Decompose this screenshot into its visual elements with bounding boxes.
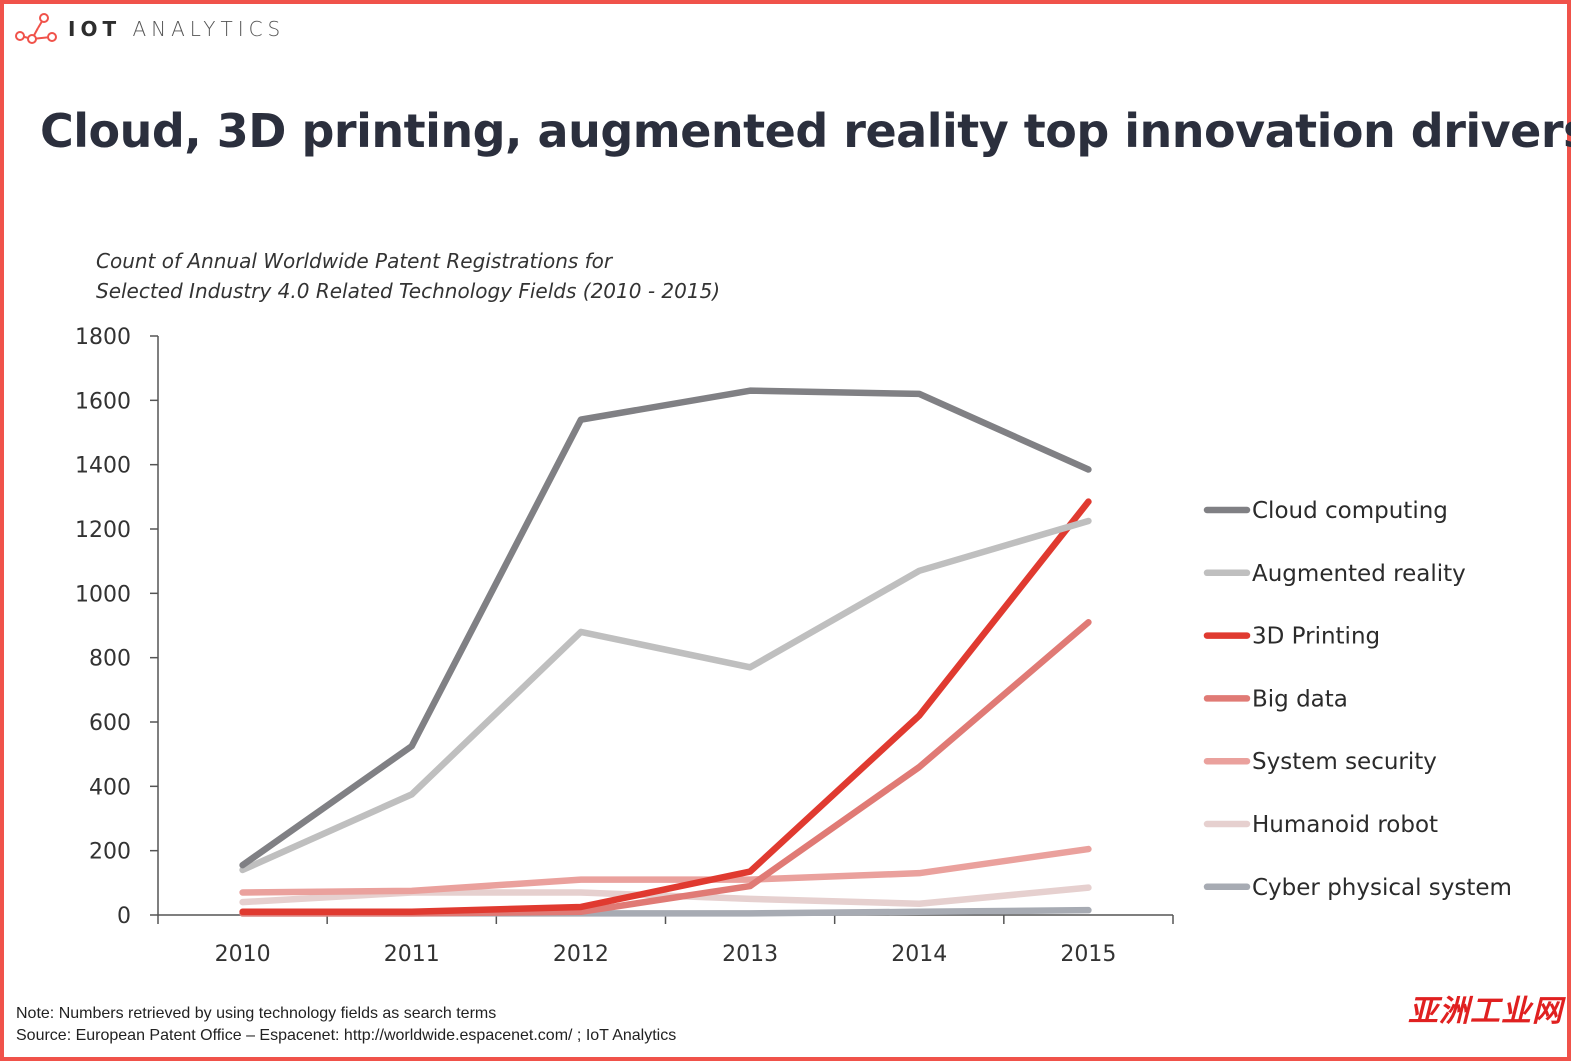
footer-source: Source: European Patent Office – Espacen…	[16, 1027, 677, 1044]
y-tick-label: 0	[117, 904, 131, 929]
legend-label-system-security: System security	[1252, 749, 1437, 775]
y-tick-label: 1000	[75, 582, 131, 607]
brand-name-light: ANALYTICS	[132, 17, 286, 41]
legend-label-cyber-physical-system: Cyber physical system	[1252, 875, 1512, 901]
legend-label-3d-printing: 3D Printing	[1252, 624, 1380, 650]
series-line-cloud-computing	[239, 387, 1092, 869]
y-tick-label: 1400	[75, 454, 131, 479]
y-tick-label: 800	[89, 647, 131, 672]
y-tick-label: 1600	[75, 389, 131, 414]
brand-name: IOT ANALYTICS	[68, 17, 285, 41]
y-tick-label: 600	[89, 711, 131, 736]
series-line-system-security	[239, 845, 1092, 896]
x-tick-label: 2015	[1060, 942, 1116, 967]
x-tick-label: 2014	[891, 942, 947, 967]
x-tick-label: 2012	[553, 942, 609, 967]
series-line-3d-printing	[239, 498, 1092, 916]
series-line-augmented-reality	[239, 517, 1092, 874]
chart-subtitle: Count of Annual Worldwide Patent Registr…	[96, 246, 720, 306]
y-tick-label: 200	[89, 840, 131, 865]
y-tick-label: 1200	[75, 518, 131, 543]
network-nodes-icon	[15, 13, 57, 44]
page-title: Cloud, 3D printing, augmented reality to…	[40, 104, 1571, 158]
legend-label-big-data: Big data	[1252, 686, 1348, 712]
legend-label-augmented-reality: Augmented reality	[1252, 561, 1466, 587]
x-tick-label: 2011	[384, 942, 440, 967]
footer-note: Note: Numbers retrieved by using technol…	[16, 1005, 497, 1022]
legend-label-cloud-computing: Cloud computing	[1252, 498, 1448, 524]
watermark-logo: 亚洲工业网	[1408, 994, 1563, 1029]
y-tick-label: 400	[89, 775, 131, 800]
brand-logo: IOT ANALYTICS	[14, 12, 285, 46]
chart-subtitle-line-1: Count of Annual Worldwide Patent Registr…	[96, 249, 613, 273]
footer: Note: Numbers retrieved by using technol…	[16, 1003, 676, 1047]
x-tick-label: 2013	[722, 942, 778, 967]
legend-label-humanoid-robot: Humanoid robot	[1252, 812, 1438, 838]
chart-subtitle-line-2: Selected Industry 4.0 Related Technology…	[96, 279, 721, 303]
brand-name-bold: IOT	[68, 17, 122, 41]
y-tick-label: 1800	[75, 325, 131, 350]
x-tick-label: 2010	[215, 942, 271, 967]
